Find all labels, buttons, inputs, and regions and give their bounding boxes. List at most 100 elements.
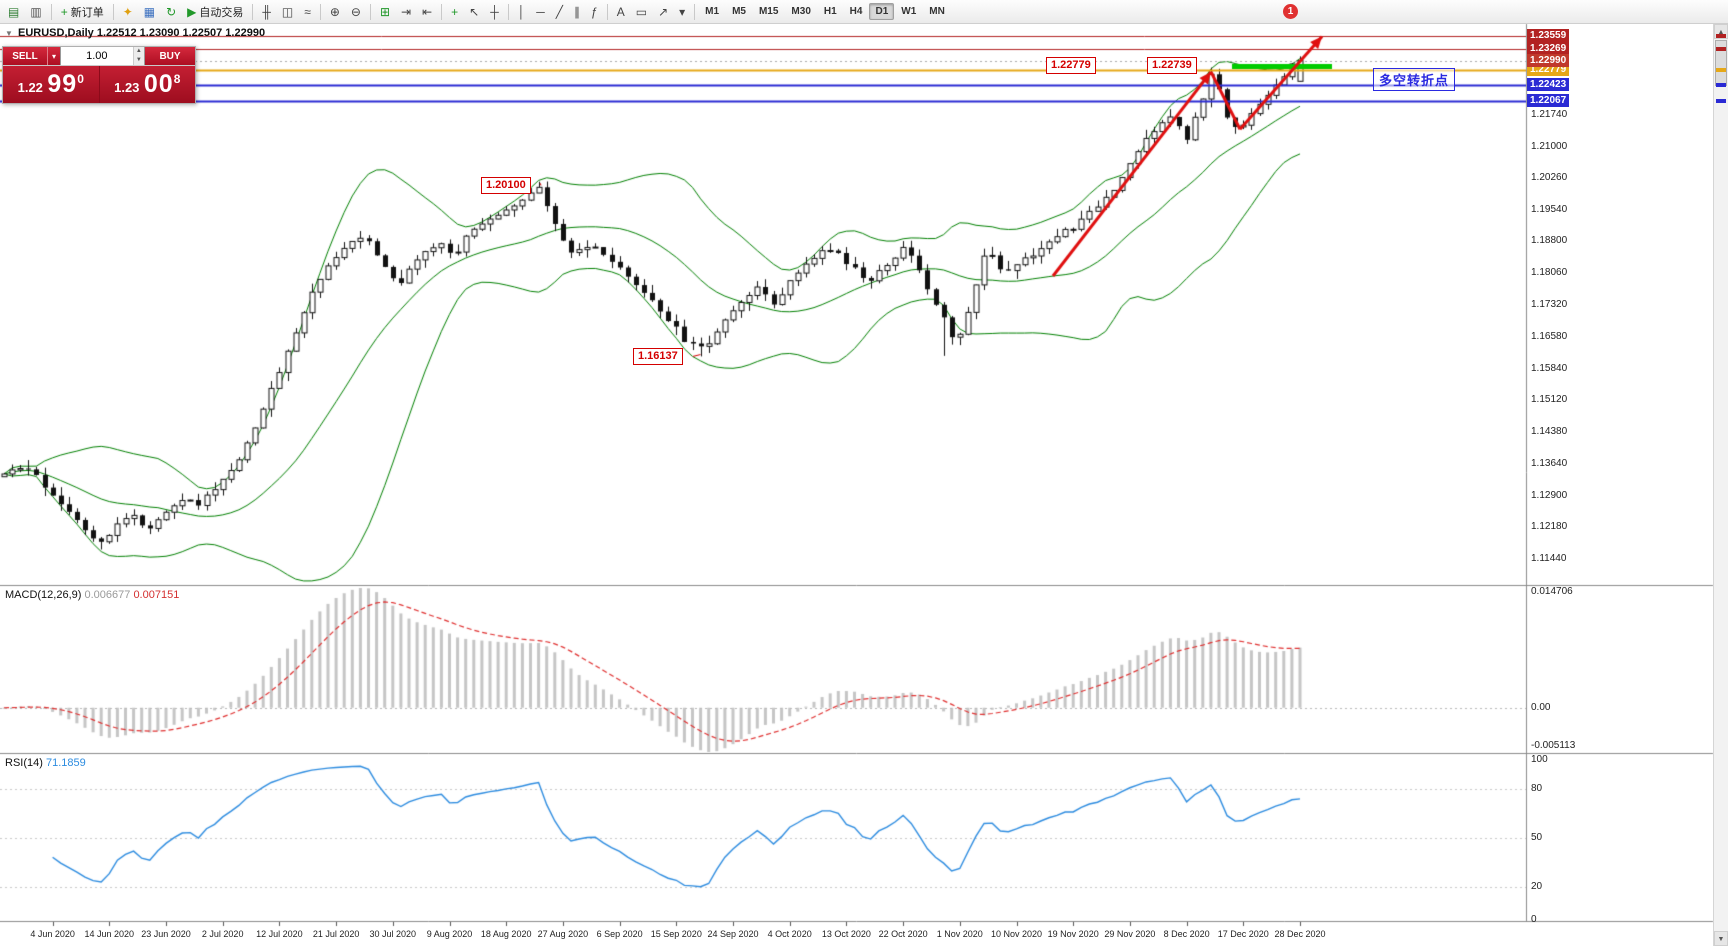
one-click-toggle-icon[interactable]: ▼ [5, 29, 13, 38]
zoom-in-icon[interactable]: ⊕ [325, 2, 345, 22]
trendline-icon[interactable]: ╱ [551, 2, 568, 22]
tf-H4[interactable]: H4 [849, 6, 863, 17]
profiles-icon[interactable]: ▥ [25, 2, 46, 22]
rsi-label: RSI(14) [5, 757, 43, 769]
text-icon-glyph: A [616, 4, 625, 19]
indicators-icon-glyph: + [451, 4, 459, 19]
data-window-icon[interactable]: ▦ [139, 2, 160, 22]
refresh-icon[interactable]: ↻ [161, 2, 181, 22]
toolbar-separator [694, 3, 696, 20]
rsi-value: 71.1859 [45, 757, 86, 769]
zoom-in-icon-glyph: ⊕ [329, 4, 340, 19]
sell-price-big: 99 [47, 70, 78, 98]
chart-line-icon[interactable]: ≈ [299, 2, 316, 22]
tf-M30[interactable]: M30 [791, 6, 811, 17]
buy-price-display[interactable]: 1.23 00 8 [99, 66, 195, 103]
auto-scroll-icon[interactable]: ⇥ [396, 2, 416, 22]
scrollbar-level-marker [1716, 83, 1726, 88]
volume-spinner[interactable]: ▲ ▼ [132, 47, 144, 65]
callout-122739[interactable]: 1.22739 [1147, 57, 1197, 75]
chart-bars-icon-glyph: ╫ [262, 4, 271, 19]
trendline-icon-glyph: ╱ [555, 4, 564, 19]
label-icon[interactable]: ▭ [631, 2, 652, 22]
chart-bars-icon[interactable]: ╫ [257, 2, 276, 22]
rsi-header: RSI(14) 71.1859 [5, 757, 86, 769]
channel-icon-glyph: ∥ [574, 4, 581, 19]
spinner-down-icon[interactable]: ▼ [133, 56, 144, 65]
callout-116137[interactable]: 1.16137 [633, 348, 683, 366]
vertical-line-icon-glyph: │ [517, 4, 526, 19]
fibonacci-icon[interactable]: ƒ [586, 2, 603, 22]
auto-scroll-icon-glyph: ⇥ [401, 4, 412, 19]
buy-button[interactable]: BUY [145, 47, 195, 65]
scrollbar-level-marker [1716, 67, 1726, 72]
tile-windows-icon[interactable]: ⊞ [375, 2, 395, 22]
chart-candles-icon-glyph: ◫ [281, 4, 294, 19]
volume-input[interactable] [61, 47, 133, 65]
buy-price-main: 1.23 [114, 80, 140, 95]
sell-button[interactable]: SELL [3, 47, 47, 65]
sell-dropdown-icon[interactable]: ▾ [47, 47, 60, 65]
tf-M15[interactable]: M15 [758, 6, 779, 17]
chart-candles-icon[interactable]: ◫ [277, 2, 298, 22]
vertical-scrollbar[interactable]: ▲ ▼ [1713, 24, 1728, 946]
horizontal-line-icon[interactable]: ─ [531, 2, 550, 22]
profiles-icon-glyph: ▥ [30, 4, 42, 19]
vertical-line-icon[interactable]: │ [513, 2, 531, 22]
new-order-button[interactable]: + 新订单 [56, 2, 109, 22]
tf-M5[interactable]: M5 [732, 6, 746, 17]
callout-120100[interactable]: 1.20100 [481, 177, 531, 195]
zoom-out-icon-glyph: ⊖ [350, 4, 361, 19]
toolbar-separator [507, 3, 509, 20]
toolbar-separator [319, 3, 321, 20]
notification-badge[interactable]: 1 [1283, 4, 1298, 19]
sell-price-display[interactable]: 1.22 99 0 [3, 66, 99, 103]
toolbar-separator [441, 3, 443, 20]
text-icon[interactable]: A [612, 2, 630, 22]
volume-field: ▲ ▼ [60, 47, 145, 65]
arrows-tool-icon[interactable]: ↗ [653, 2, 673, 22]
data-window-icon-glyph: ▦ [143, 4, 156, 19]
chart-ohlc-title: EURUSD,Daily 1.22512 1.23090 1.22507 1.2… [18, 27, 266, 39]
refresh-icon-glyph: ↻ [166, 4, 177, 19]
turning-point-label[interactable]: 多空转折点 [1373, 68, 1456, 92]
crosshair-icon[interactable]: ┼ [485, 2, 504, 22]
tf-H1[interactable]: H1 [823, 6, 837, 17]
chart-shift-icon-glyph: ⇤ [422, 4, 433, 19]
zoom-out-icon[interactable]: ⊖ [346, 2, 366, 22]
mql-editor-icon[interactable]: ✦ [118, 2, 138, 22]
spinner-up-icon[interactable]: ▲ [133, 47, 144, 56]
new-order-button-glyph: + [60, 4, 68, 19]
buy-price-big: 00 [143, 70, 174, 98]
tf-W1[interactable]: W1 [901, 6, 917, 17]
new-order-button-label: 新订单 [70, 6, 104, 19]
arrows-tool-icon-glyph: ↗ [658, 4, 669, 19]
toolbar-separator [50, 3, 52, 20]
autotrading-button-glyph: ▶ [187, 4, 197, 19]
tf-D1[interactable]: D1 [869, 3, 895, 20]
tf-MN[interactable]: MN [929, 6, 945, 17]
chart-shift-icon[interactable]: ⇤ [417, 2, 437, 22]
indicators-icon[interactable]: + [446, 2, 463, 22]
crosshair-icon-glyph: ┼ [490, 4, 499, 19]
mql-editor-icon-glyph: ✦ [122, 4, 133, 19]
macd-signal-value: 0.007151 [133, 589, 180, 601]
autotrading-button[interactable]: ▶ 自动交易 [182, 2, 248, 22]
toolbar-separator [606, 3, 608, 20]
tf-M1[interactable]: M1 [705, 6, 720, 17]
arrows-dropdown-icon[interactable]: ▾ [674, 2, 690, 22]
cursor-icon[interactable]: ↖ [464, 2, 484, 22]
horizontal-line-icon-glyph: ─ [536, 4, 545, 19]
cursor-icon-glyph: ↖ [469, 4, 480, 19]
one-click-controls-row: SELL ▾ ▲ ▼ BUY [3, 47, 195, 66]
toolbar-separator [252, 3, 254, 20]
one-click-trading-panel: SELL ▾ ▲ ▼ BUY 1.22 990 1.23 008 [2, 46, 196, 104]
callout-122779[interactable]: 1.22779 [1046, 57, 1096, 75]
scroll-down-icon[interactable]: ▼ [1714, 931, 1728, 946]
arrows-dropdown-icon-glyph: ▾ [679, 4, 686, 19]
channel-icon[interactable]: ∥ [569, 2, 585, 22]
tile-windows-icon-glyph: ⊞ [379, 4, 391, 19]
autotrading-button-label: 自动交易 [199, 6, 244, 19]
new-chart-icon[interactable]: ▤ [3, 2, 24, 22]
